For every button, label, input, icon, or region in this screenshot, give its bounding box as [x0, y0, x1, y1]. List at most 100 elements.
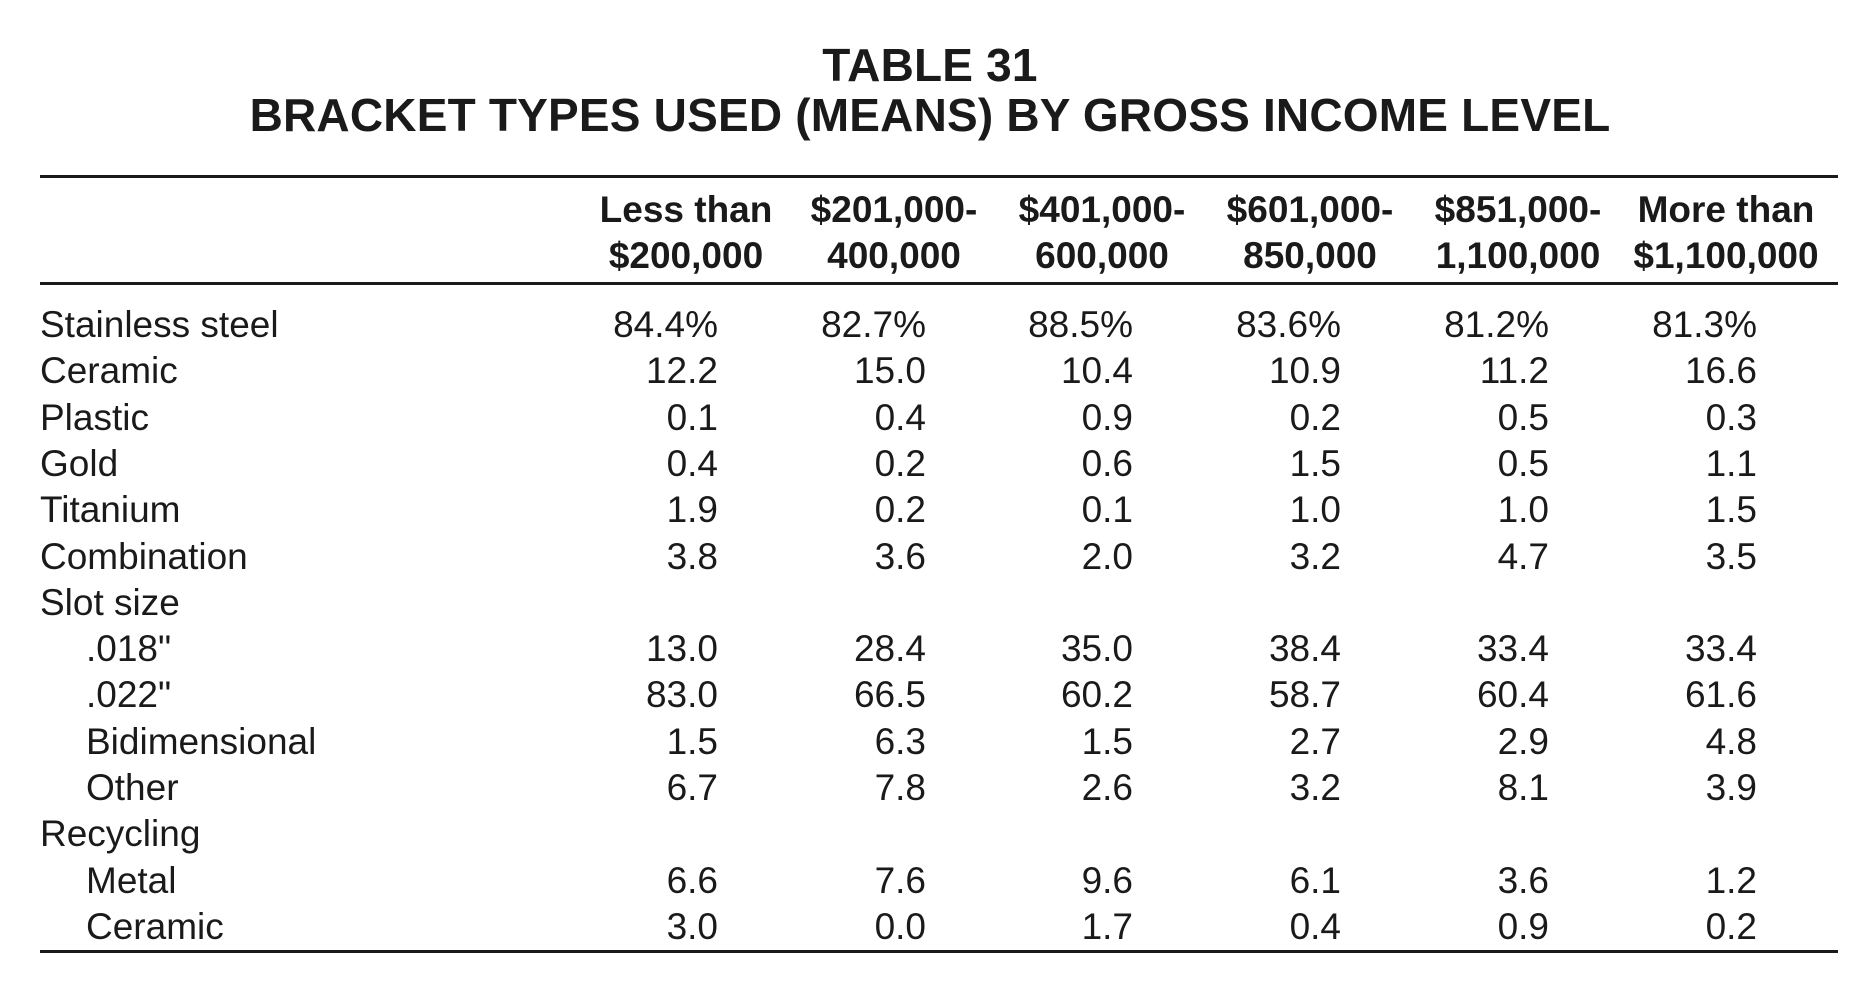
column-header: $601,000- 850,000 [1205, 187, 1415, 279]
table-cell: 1.5 [1289, 443, 1341, 484]
table-cell: 66.5 [853, 674, 926, 715]
table-number: TABLE 31 [822, 39, 1038, 91]
table-cell: 0.2 [874, 489, 926, 530]
table-cell: 1.5 [666, 721, 718, 762]
row-label: Ceramic [86, 906, 224, 947]
table-cell: 0.5 [1497, 443, 1549, 484]
row-label: Combination [40, 536, 248, 577]
table-row: Titanium 1.9 0.2 0.1 1.0 1.0 1.5 [0, 487, 1860, 533]
table-cell: 0.4 [666, 443, 718, 484]
table-cell: 12.2 [645, 350, 718, 391]
table-row: Stainless steel 84.4% 82.7% 88.5% 83.6% 81.2%… [0, 302, 1860, 348]
table-cell: 0.4 [1289, 906, 1341, 947]
table-cell: 4.7 [1497, 536, 1549, 577]
table-cell: 4.8 [1705, 721, 1757, 762]
table-cell: 84.4% [613, 304, 718, 345]
table-row: Ceramic 12.2 15.0 10.4 10.9 11.2 16.6 [0, 348, 1860, 394]
table-cell: 60.2 [1060, 674, 1133, 715]
column-header-line1: More than [1637, 189, 1815, 230]
column-header-line1: $401,000- [1018, 189, 1186, 230]
table-cell: 0.3 [1705, 397, 1757, 438]
column-header-line2: 400,000 [827, 235, 961, 276]
table-row: Plastic 0.1 0.4 0.9 0.2 0.5 0.3 [0, 395, 1860, 441]
table-cell: 1.2 [1705, 860, 1757, 901]
table-cell: 2.7 [1289, 721, 1341, 762]
table-cell: 83.6% [1236, 304, 1341, 345]
column-header: $851,000- 1,100,000 [1413, 187, 1623, 279]
table-cell: 0.9 [1081, 397, 1133, 438]
table-cell: 1.0 [1497, 489, 1549, 530]
row-label: Other [86, 767, 179, 808]
table-cell: 0.9 [1497, 906, 1549, 947]
table-cell: 3.6 [1497, 860, 1549, 901]
table-row: Gold 0.4 0.2 0.6 1.5 0.5 1.1 [0, 441, 1860, 487]
table-cell: 1.5 [1705, 489, 1757, 530]
column-header-line2: $200,000 [608, 235, 764, 276]
column-header: Less than $200,000 [581, 187, 791, 279]
table-cell: 6.7 [666, 767, 718, 808]
table-cell: 6.3 [874, 721, 926, 762]
table-row: Other 6.7 7.8 2.6 3.2 8.1 3.9 [0, 765, 1860, 811]
table-cell: 3.6 [874, 536, 926, 577]
row-label: .018" [86, 628, 172, 669]
table-cell: 1.9 [666, 489, 718, 530]
table-cell: 1.1 [1705, 443, 1757, 484]
table-cell: 6.6 [666, 860, 718, 901]
table-cell: 0.5 [1497, 397, 1549, 438]
table-cell: 2.0 [1081, 536, 1133, 577]
top-rule [40, 175, 1838, 178]
table-cell: 33.4 [1684, 628, 1757, 669]
table-cell: 7.8 [874, 767, 926, 808]
table-row: .022" 83.0 66.5 60.2 58.7 60.4 61.6 [0, 672, 1860, 718]
column-header: More than $1,100,000 [1621, 187, 1831, 279]
table-cell: 1.5 [1081, 721, 1133, 762]
table-cell: 3.2 [1289, 536, 1341, 577]
table-row: Ceramic 3.0 0.0 1.7 0.4 0.9 0.2 [0, 904, 1860, 950]
table-cell: 3.5 [1705, 536, 1757, 577]
table-cell: 1.7 [1081, 906, 1133, 947]
table-cell: 58.7 [1268, 674, 1341, 715]
table-cell: 3.8 [666, 536, 718, 577]
row-label: Stainless steel [40, 304, 279, 345]
table-cell: 1.0 [1289, 489, 1341, 530]
row-label: .022" [86, 674, 172, 715]
table-cell: 3.9 [1705, 767, 1757, 808]
column-header-line2: 600,000 [1035, 235, 1169, 276]
table-cell: 0.0 [874, 906, 926, 947]
table-row: Metal 6.6 7.6 9.6 6.1 3.6 1.2 [0, 858, 1860, 904]
table-cell: 0.1 [1081, 489, 1133, 530]
table-cell: 81.2% [1444, 304, 1549, 345]
table-cell: 28.4 [853, 628, 926, 669]
table-cell: 9.6 [1081, 860, 1133, 901]
table-cell: 38.4 [1268, 628, 1341, 669]
table-cell: 0.1 [666, 397, 718, 438]
table-row: Recycling [0, 811, 1860, 857]
table-cell: 13.0 [645, 628, 718, 669]
table-cell: 0.2 [874, 443, 926, 484]
table-cell: 82.7% [821, 304, 926, 345]
bottom-rule [40, 950, 1838, 953]
table-cell: 83.0 [645, 674, 718, 715]
table-cell: 0.4 [874, 397, 926, 438]
table-cell: 6.1 [1289, 860, 1341, 901]
table-cell: 3.2 [1289, 767, 1341, 808]
table-cell: 10.4 [1060, 350, 1133, 391]
table-cell: 60.4 [1476, 674, 1549, 715]
row-label: Metal [86, 860, 177, 901]
row-label: Ceramic [40, 350, 178, 391]
column-header-line1: Less than [599, 189, 773, 230]
table-cell: 15.0 [853, 350, 926, 391]
table-cell: 2.6 [1081, 767, 1133, 808]
table-cell: 8.1 [1497, 767, 1549, 808]
table-row: Bidimensional 1.5 6.3 1.5 2.7 2.9 4.8 [0, 719, 1860, 765]
table-caption: BRACKET TYPES USED (MEANS) BY GROSS INCO… [249, 89, 1611, 141]
table-cell: 0.2 [1289, 397, 1341, 438]
row-label: Plastic [40, 397, 149, 438]
table-cell: 0.2 [1705, 906, 1757, 947]
table-title: TABLE 31 BRACKET TYPES USED (MEANS) BY G… [0, 40, 1860, 140]
header-rule [40, 282, 1838, 285]
row-label: Titanium [40, 489, 181, 530]
table-row: Slot size [0, 580, 1860, 626]
column-header: $401,000- 600,000 [997, 187, 1207, 279]
table-cell: 3.0 [666, 906, 718, 947]
